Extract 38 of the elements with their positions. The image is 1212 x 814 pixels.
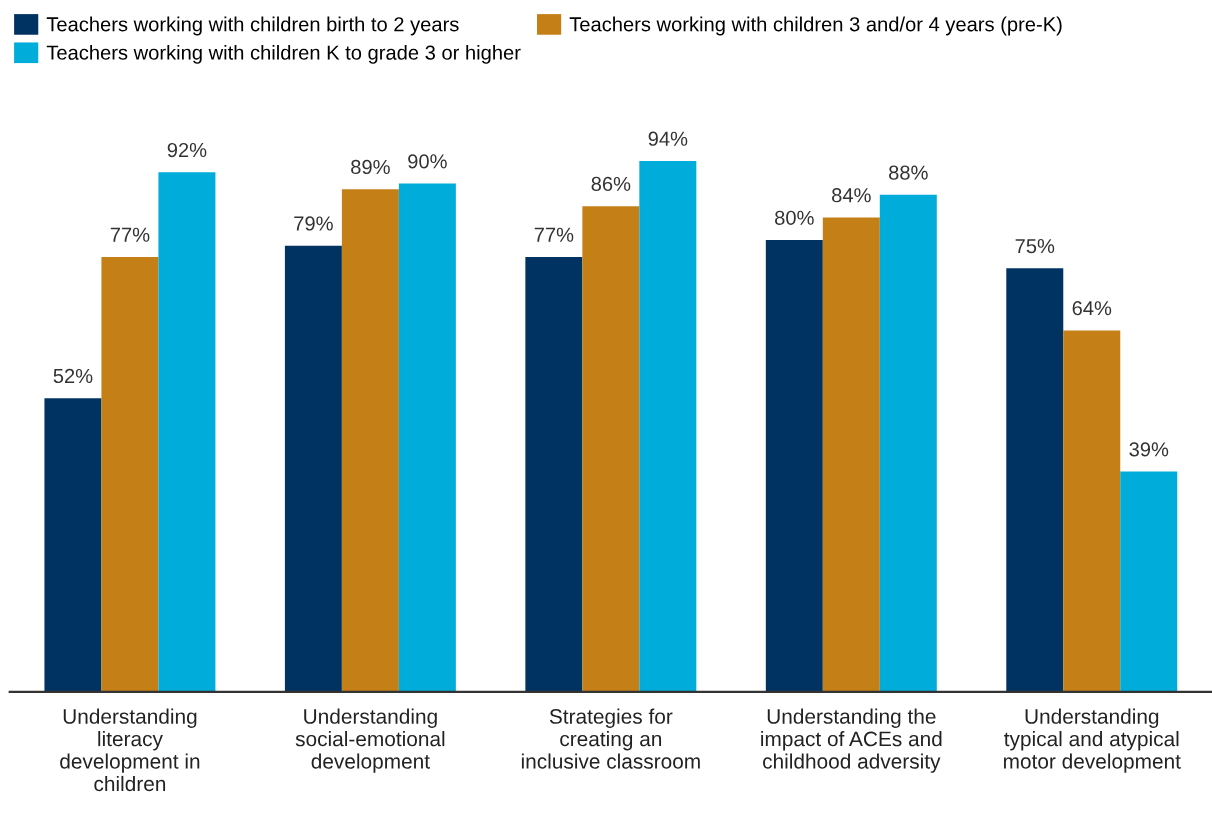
x-tick-label: Strategies for creating an inclusive classroom — [521, 708, 700, 769]
data-label: 84% — [832, 188, 871, 203]
x-tick-label: Understanding typical and atypical motor development — [1003, 708, 1181, 773]
data-label: 64% — [1072, 301, 1112, 316]
legend-label: Teachers working with children birth to 2 years — [46, 16, 459, 36]
bar — [284, 245, 342, 692]
data-label: 52% — [53, 368, 93, 384]
x-tick-label: Understanding the impact of ACEs and childhood adversity — [761, 708, 942, 773]
legend-label: Teachers working with children K to grade 3 or higher — [46, 44, 521, 64]
data-label: 89% — [351, 159, 390, 175]
bar — [1120, 471, 1178, 692]
data-label: 77% — [534, 227, 574, 242]
x-tick-label: Understanding literacy development in children — [60, 708, 200, 792]
bar — [879, 194, 937, 692]
data-label: 39% — [1129, 442, 1169, 457]
x-tick-label: Understanding social-emotional development — [295, 708, 445, 773]
legend-label: Teachers working with children 3 and/or 4 years (pre-K) — [569, 16, 1062, 36]
data-label: 86% — [591, 176, 631, 192]
data-label: 90% — [408, 154, 447, 169]
bar — [341, 189, 399, 692]
bar — [158, 172, 216, 692]
bar — [639, 160, 697, 692]
data-label: 80% — [775, 210, 814, 225]
bar — [582, 206, 640, 692]
bar — [1006, 268, 1064, 692]
bar — [44, 398, 102, 692]
data-label: 77% — [110, 227, 150, 242]
bar — [1063, 330, 1121, 692]
bar — [398, 183, 456, 692]
data-label: 94% — [648, 131, 688, 146]
data-label: 88% — [889, 165, 928, 180]
data-label: 75% — [1015, 239, 1055, 254]
bar — [525, 256, 583, 692]
bar — [101, 256, 159, 692]
bar — [765, 240, 823, 692]
bar — [822, 217, 880, 692]
data-label: 92% — [167, 142, 207, 158]
data-label: 79% — [294, 216, 333, 231]
